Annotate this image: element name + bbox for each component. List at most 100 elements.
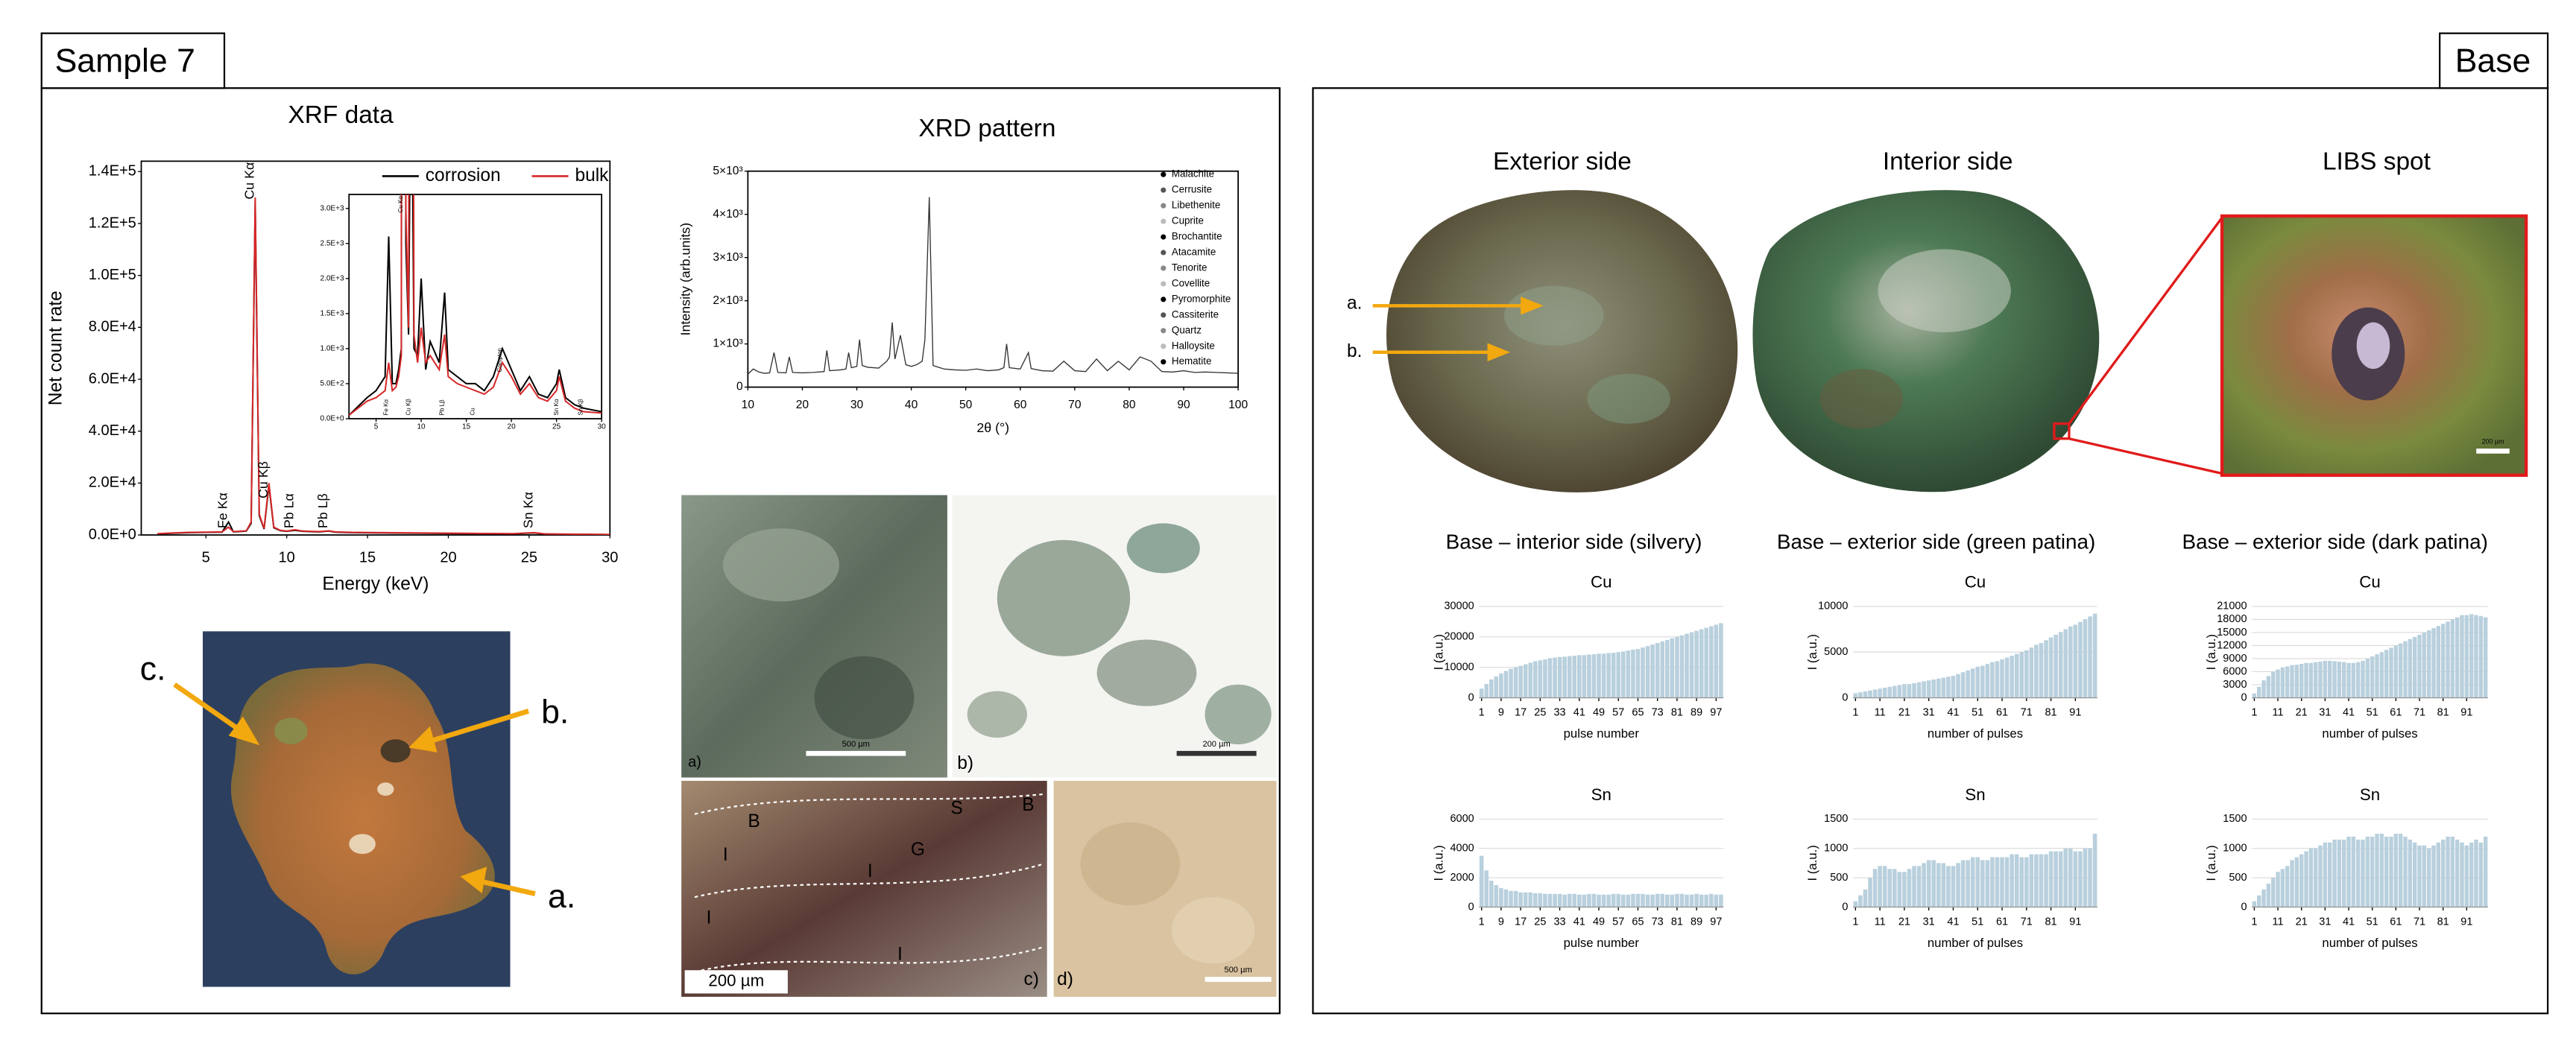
x-tick-label: 25 <box>552 423 561 431</box>
panel-letter: a) <box>688 754 701 770</box>
y-tick-label: 0 <box>736 381 743 393</box>
y-tick-label: 500 <box>2229 872 2247 884</box>
bar <box>1635 893 1641 907</box>
legend-label: bulk <box>575 165 609 186</box>
bar <box>1479 688 1484 698</box>
bar <box>2276 872 2280 907</box>
legend-marker <box>1161 281 1167 287</box>
x-tick-label: 51 <box>2367 706 2378 718</box>
chart: 0 2000 4000 6000 1 9 17 25 33 41 49 57 65 73 81 89 97 Sn p… <box>1431 785 1724 950</box>
bar <box>2068 848 2073 907</box>
legend-label: Pyromorphite <box>1172 293 1231 304</box>
series-line <box>748 197 1239 375</box>
bar <box>1966 860 1970 907</box>
bar <box>2083 848 2088 907</box>
bar <box>1956 674 1960 698</box>
bar <box>2092 613 2097 698</box>
peak-label: Fe Kα <box>382 399 389 416</box>
panel-letter: d) <box>1057 969 1073 989</box>
bar <box>1887 869 1892 907</box>
bar <box>2000 659 2004 698</box>
bar <box>2004 857 2010 907</box>
bar <box>2337 662 2342 698</box>
chart-title: Cu <box>1965 573 1986 592</box>
y-tick-label: 18000 <box>2217 613 2247 625</box>
bar <box>1995 661 2000 698</box>
scale-bar-label: 200 µm <box>708 972 764 990</box>
bar <box>2398 643 2403 698</box>
peak-label: Compton <box>496 348 503 373</box>
x-tick-label: 41 <box>2343 706 2355 718</box>
x-tick-label: 81 <box>2045 706 2057 718</box>
bar <box>2346 662 2351 698</box>
bar <box>1853 901 1858 907</box>
bar <box>2483 836 2488 907</box>
photo-heading: Interior side <box>1883 148 2013 175</box>
bar <box>2323 660 2328 698</box>
scale-bar-label: 200 µm <box>1202 740 1230 749</box>
bar <box>1878 866 1882 907</box>
bar <box>2464 615 2469 698</box>
bar <box>2044 640 2048 698</box>
bar <box>2000 857 2004 907</box>
bar <box>1621 894 1626 907</box>
x-tick-label: 41 <box>1573 916 1585 928</box>
bar <box>1499 887 1503 907</box>
x-tick-label: 10 <box>742 399 755 411</box>
x-axis-label: pulse number <box>1564 726 1640 741</box>
bar <box>1966 670 1970 698</box>
x-tick-label: 49 <box>1593 706 1605 718</box>
chart: 0 1×10³ 2×10³ 3×10³ 4×10³ 5×10³ 10 20 30 40 50 60 70… <box>678 115 1248 435</box>
x-tick-label: 1 <box>1479 706 1485 718</box>
bar <box>2370 836 2375 907</box>
y-tick-label: 0 <box>1842 901 1848 913</box>
bar <box>1719 894 1723 907</box>
x-tick-label: 61 <box>1996 916 2008 928</box>
bar <box>1714 624 1719 698</box>
x-tick-label: 51 <box>2367 916 2378 928</box>
bar <box>2431 845 2436 907</box>
y-tick-label: 3000 <box>2223 679 2247 691</box>
legend-marker <box>1161 328 1167 334</box>
y-axis-label: I (a.u.) <box>2204 634 2218 670</box>
bar <box>2478 842 2484 907</box>
x-tick-label: 31 <box>2319 706 2331 718</box>
bar <box>1912 682 1916 698</box>
bar <box>2393 834 2399 907</box>
legend-marker <box>1161 250 1167 256</box>
bar <box>1509 890 1513 907</box>
bar <box>2092 834 2097 907</box>
bar <box>1577 894 1582 907</box>
bar <box>1863 691 1868 698</box>
bar <box>1562 656 1567 698</box>
bar <box>1509 668 1513 698</box>
legend-marker <box>1161 171 1167 177</box>
bar <box>1902 872 1907 907</box>
bar <box>2294 665 2299 698</box>
bar <box>2029 647 2034 698</box>
bar <box>2365 836 2370 907</box>
bar <box>1980 860 1985 907</box>
sample-photo <box>203 631 511 987</box>
bar <box>2019 652 2024 698</box>
bar <box>1631 893 1635 907</box>
x-tick-label: 1 <box>1852 706 1858 718</box>
x-tick-label: 31 <box>2319 916 2331 928</box>
x-tick-label: 9 <box>1498 916 1504 928</box>
bar <box>2044 854 2048 907</box>
y-tick-label: 0.0E+0 <box>321 415 344 423</box>
y-tick-label: 0 <box>1468 901 1474 913</box>
bar <box>1912 866 1916 907</box>
bar <box>1916 866 1922 907</box>
bar <box>1709 893 1714 907</box>
y-tick-label: 6000 <box>2223 665 2247 677</box>
y-tick-label: 1.0E+3 <box>321 345 344 353</box>
bar <box>2474 839 2478 907</box>
chart: 0 10000 20000 30000 1 9 17 25 33 41 49 57 65 73 81 89 97… <box>1431 573 1724 741</box>
bar <box>2299 854 2304 907</box>
bar <box>1985 860 1990 907</box>
photo-label: b. <box>1347 341 1362 361</box>
bar <box>2014 653 2019 698</box>
legend-label: Cassiterite <box>1172 308 1219 320</box>
